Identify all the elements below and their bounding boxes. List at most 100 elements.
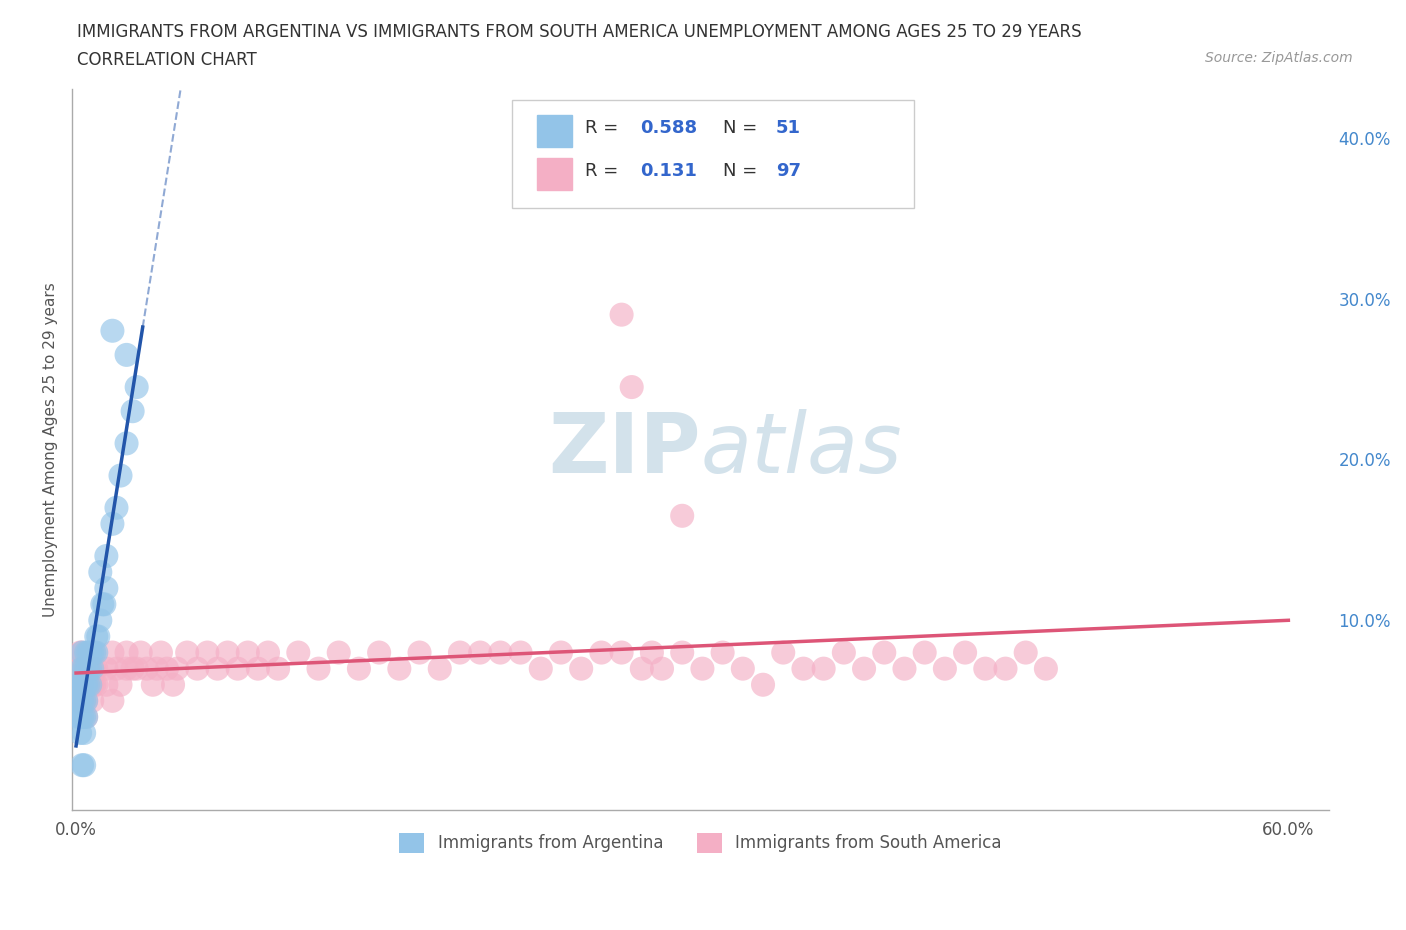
Text: R =: R = (585, 119, 624, 137)
Point (96, 677, 118, 692)
Point (73, 725, 96, 740)
Point (79, 661, 101, 676)
Point (77, 677, 100, 692)
Point (162, 677, 184, 692)
Point (84, 629, 107, 644)
Point (873, 645, 896, 660)
Point (79, 677, 101, 692)
Point (73, 694, 96, 709)
Point (70, 645, 93, 660)
Point (1015, 645, 1038, 660)
Point (146, 661, 169, 676)
Text: ZIP: ZIP (548, 409, 700, 490)
Point (731, 661, 754, 676)
Point (671, 645, 693, 660)
Point (75, 694, 97, 709)
Point (82, 677, 104, 692)
Text: Source: ZipAtlas.com: Source: ZipAtlas.com (1205, 51, 1353, 65)
Point (84, 677, 107, 692)
Point (792, 661, 814, 676)
Point (70, 694, 93, 709)
Point (176, 645, 198, 660)
Point (69, 677, 91, 692)
Point (96, 580, 118, 595)
Point (75, 661, 97, 676)
Text: N =: N = (723, 119, 763, 137)
Point (77, 661, 100, 676)
Point (207, 661, 229, 676)
Point (813, 661, 835, 676)
Text: R =: R = (585, 162, 624, 179)
Point (994, 661, 1017, 676)
Point (87, 629, 110, 644)
Text: 0.131: 0.131 (640, 162, 697, 179)
Point (121, 661, 143, 676)
Text: 51: 51 (776, 119, 801, 137)
Point (308, 661, 330, 676)
Point (77, 661, 100, 676)
Point (953, 645, 976, 660)
Text: atlas: atlas (700, 409, 903, 490)
Point (73, 661, 96, 676)
Point (101, 645, 124, 660)
Bar (537, 158, 572, 191)
Point (115, 645, 138, 660)
Point (591, 645, 613, 660)
Point (70, 694, 93, 709)
Text: 0.588: 0.588 (640, 119, 697, 137)
Point (101, 694, 124, 709)
Point (79, 661, 101, 676)
Point (149, 645, 172, 660)
Point (610, 645, 633, 660)
Point (893, 661, 915, 676)
Point (129, 645, 152, 660)
Point (70, 710, 93, 724)
Point (449, 645, 471, 660)
Point (79, 645, 101, 660)
Point (67, 677, 90, 692)
Point (69, 725, 91, 740)
Point (70, 661, 93, 676)
Point (853, 661, 876, 676)
Point (630, 661, 652, 676)
Y-axis label: Unemployment Among Ages 25 to 29 years: Unemployment Among Ages 25 to 29 years (44, 283, 58, 618)
Point (105, 500, 128, 515)
Point (83, 661, 105, 676)
Point (67, 661, 90, 676)
Point (105, 661, 128, 676)
Point (186, 661, 208, 676)
Point (195, 645, 218, 660)
Point (69, 710, 91, 724)
Point (110, 677, 132, 692)
Point (226, 661, 249, 676)
Point (257, 645, 280, 660)
Point (550, 645, 572, 660)
Point (84, 661, 107, 676)
Point (70, 661, 93, 676)
Point (914, 645, 936, 660)
Point (408, 645, 430, 660)
Point (142, 677, 165, 692)
Point (75, 694, 97, 709)
Point (79, 677, 101, 692)
Point (115, 661, 138, 676)
Point (82, 661, 104, 676)
Point (75, 677, 97, 692)
Point (82, 694, 104, 709)
Point (569, 661, 592, 676)
Point (75, 677, 97, 692)
Point (83, 677, 105, 692)
Point (752, 677, 775, 692)
Point (530, 661, 553, 676)
Point (110, 468, 132, 483)
Point (69, 694, 91, 709)
Point (89, 565, 111, 579)
Text: CORRELATION CHART: CORRELATION CHART (77, 51, 257, 69)
Point (69, 694, 91, 709)
Point (641, 645, 664, 660)
Point (73, 710, 96, 724)
Point (75, 645, 97, 660)
Point (67, 694, 90, 709)
Point (671, 509, 693, 524)
Point (246, 661, 269, 676)
